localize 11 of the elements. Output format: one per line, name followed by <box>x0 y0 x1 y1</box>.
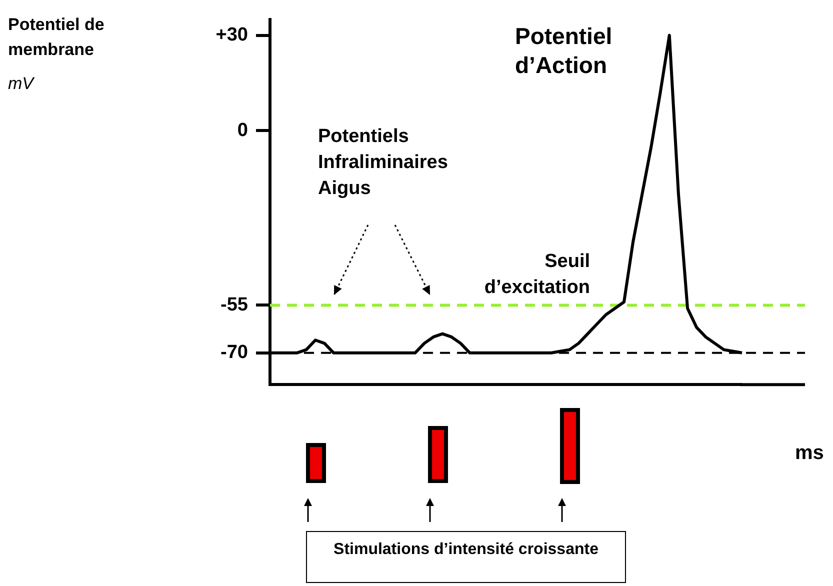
ref-line-label: Seuil d’excitation <box>484 251 590 298</box>
text: mV <box>8 74 34 94</box>
y-tick-label: +30 <box>216 24 248 46</box>
text: Potentiel de membrane <box>8 14 106 61</box>
y-tick-label: -55 <box>220 294 248 316</box>
y-tick-label: 0 <box>237 120 248 141</box>
annotation: Potentiels Infraliminaires Aigus <box>318 125 449 201</box>
y-tick-label: -70 <box>220 342 248 364</box>
text: ms <box>795 442 824 465</box>
text: Stimulations d’intensité croissante <box>306 531 626 583</box>
annotation: Potentiel d’Action <box>515 22 614 80</box>
